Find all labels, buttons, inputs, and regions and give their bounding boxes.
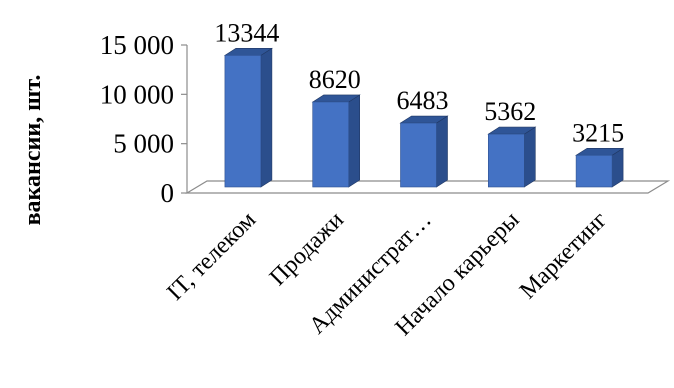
floor-outline	[184, 180, 671, 194]
bar	[223, 47, 273, 188]
y-axis: 0 5 000 10 000 15 000	[100, 30, 188, 208]
category-label: Продажи	[265, 207, 349, 291]
y-tick-label: 10 000	[100, 79, 174, 109]
data-label: 3215	[572, 118, 624, 147]
y-tick-label: 0	[161, 178, 175, 208]
bar-front	[312, 101, 350, 188]
bar-front	[575, 154, 613, 188]
bar	[575, 147, 625, 188]
y-axis-label: вакансии, шт.	[20, 75, 46, 226]
bar-side	[436, 115, 448, 188]
bar-side	[523, 126, 536, 188]
category-label: Маркетинг	[515, 207, 612, 304]
bar	[399, 115, 449, 188]
chart-floor	[184, 180, 671, 194]
bar-side	[348, 94, 361, 188]
y-tick-label: 15 000	[100, 30, 174, 60]
bars	[223, 47, 625, 188]
bar-side	[260, 47, 273, 188]
bar-front	[400, 122, 437, 188]
data-label: 6483	[397, 86, 449, 115]
data-label: 13344	[214, 18, 279, 47]
bar	[311, 94, 361, 188]
data-labels: 13344 8620 6483 5362 3215	[214, 18, 624, 147]
data-label: 5362	[484, 97, 536, 126]
category-label: IT, телеком	[162, 207, 261, 306]
bar	[487, 126, 537, 188]
y-tick-label: 5 000	[113, 129, 174, 159]
bar-front	[224, 55, 262, 188]
bar-front	[487, 133, 525, 188]
data-label: 8620	[309, 65, 361, 94]
